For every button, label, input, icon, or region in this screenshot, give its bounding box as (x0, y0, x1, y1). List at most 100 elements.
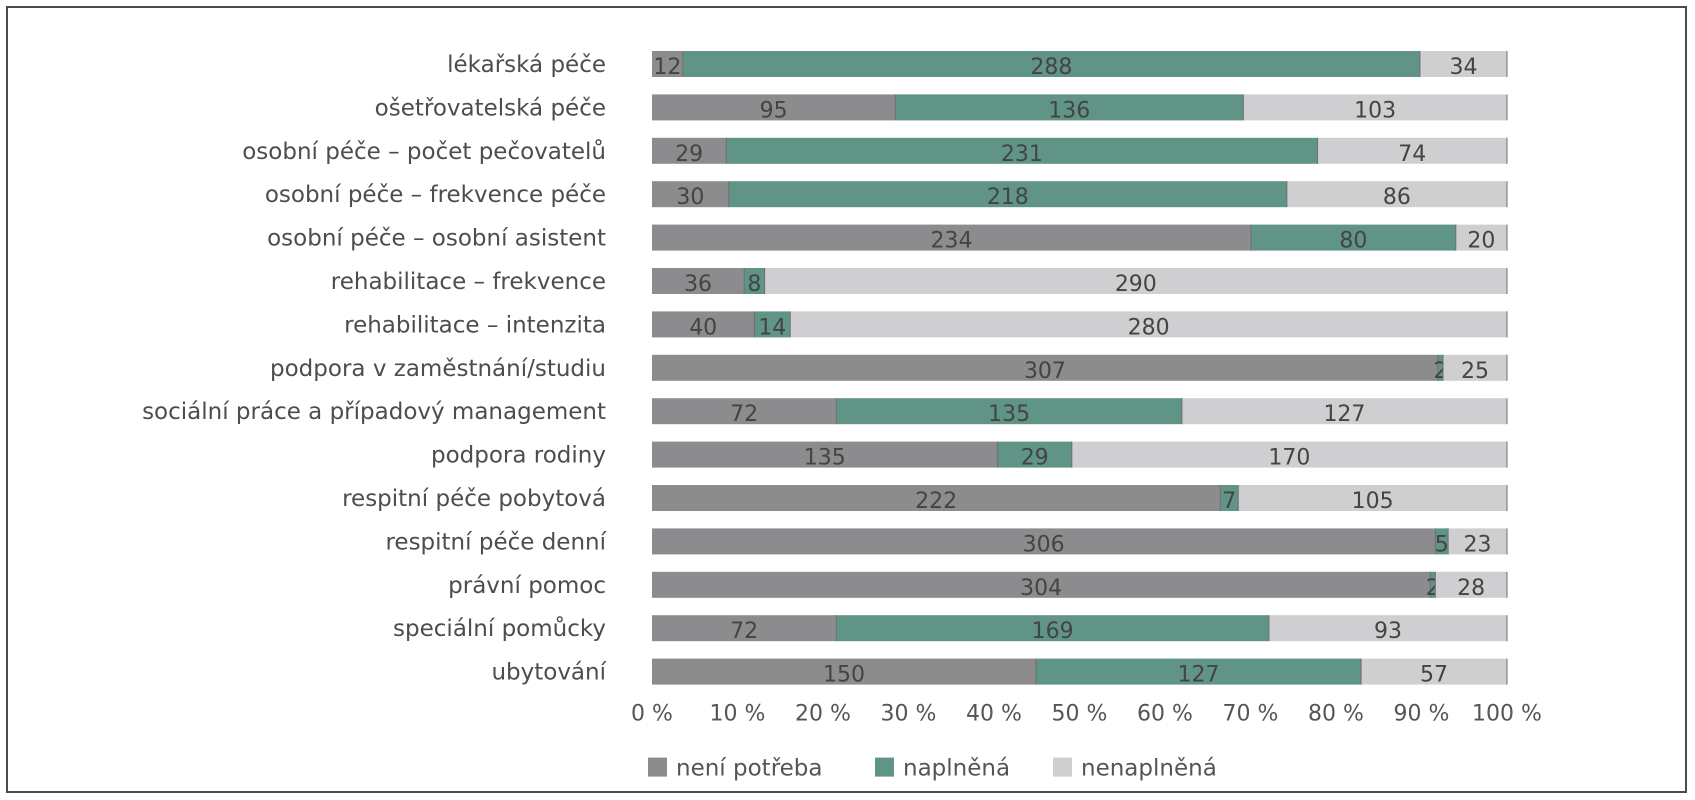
x-tick-label: 70 % (1223, 702, 1279, 727)
bar-segment-nenaplnena (1419, 51, 1507, 77)
data-label: 150 (823, 663, 865, 688)
x-tick-label: 90 % (1394, 702, 1450, 727)
bar-segment-naplnena (836, 398, 1182, 425)
bar-segment-neni-potreba (652, 51, 683, 77)
data-label: 288 (1030, 55, 1072, 80)
x-tick-label: 60 % (1137, 702, 1193, 727)
bar-segment-nenaplnena (1238, 485, 1507, 511)
category-label-osobni-pece-osobni-asistent: osobní péče – osobní asistent (267, 226, 606, 252)
data-label: 169 (1032, 619, 1074, 644)
data-label: 25 (1461, 359, 1489, 384)
data-label: 80 (1339, 229, 1367, 254)
data-label: 57 (1420, 663, 1448, 688)
bar-segment-naplnena (682, 51, 1420, 77)
bar-segment-neni-potreba (652, 485, 1221, 511)
x-tick-label: 0 % (631, 702, 673, 727)
category-label-pravni-pomoc: právní pomoc (448, 573, 606, 599)
bar-segment-naplnena (1251, 224, 1456, 251)
legend-label-neni-potreba: není potřeba (676, 756, 823, 782)
category-label-podpora-rodiny: podpora rodiny (431, 443, 606, 469)
data-label: 40 (689, 315, 717, 340)
x-tick-label: 30 % (881, 702, 937, 727)
data-label: 290 (1115, 272, 1157, 297)
data-label: 105 (1352, 489, 1394, 514)
bar-segment-neni-potreba (652, 528, 1436, 555)
data-label: 5 (1435, 532, 1449, 557)
x-tick-label: 20 % (795, 702, 851, 727)
bar-segment-naplnena (728, 181, 1287, 208)
bar-segment-neni-potreba (652, 224, 1252, 251)
bar-segment-neni-potreba (652, 268, 745, 294)
bar-segment-naplnena (1035, 658, 1362, 685)
x-axis-ticks: 0 % 10 % 20 % 30 % 40 % 50 % 60 % 70 % 80 % 90 % 1… (631, 702, 1542, 727)
data-label: 280 (1128, 315, 1170, 340)
bar-segment-neni-potreba (652, 658, 1036, 685)
legend-swatch-nenaplnena (1053, 757, 1072, 777)
data-label: 23 (1464, 532, 1492, 557)
data-label: 74 (1398, 142, 1426, 167)
bar-segment-naplnena (726, 137, 1318, 164)
data-label: 127 (1323, 402, 1365, 427)
data-label: 20 (1467, 229, 1495, 254)
bar-segment-neni-potreba (652, 94, 896, 121)
data-label: 103 (1354, 98, 1396, 123)
data-label: 93 (1374, 619, 1402, 644)
bar-segment-nenaplnena (1361, 658, 1507, 685)
data-label: 72 (730, 402, 758, 427)
legend: není potřeba naplněná nenaplněná (648, 756, 1217, 782)
legend-swatch-naplnena (875, 757, 894, 777)
data-label: 29 (1021, 446, 1049, 471)
category-label-ubytovani: ubytování (491, 660, 606, 686)
category-label-respitni-pece-pobytova: respitní péče pobytová (342, 486, 606, 512)
bar-segment-neni-potreba (652, 398, 837, 425)
data-label: 307 (1024, 359, 1066, 384)
category-labels: lékařská péče ošetřovatelská péče osobní p… (142, 52, 607, 686)
x-tick-label: 50 % (1052, 702, 1108, 727)
data-label: 7 (1222, 489, 1236, 514)
bar-segment-nenaplnena (1243, 94, 1507, 121)
x-tick-label: 100 % (1472, 702, 1542, 727)
data-label: 29 (675, 142, 703, 167)
category-label-osobni-pece-pocet-pecovatelu: osobní péče – počet pečovatelů (242, 138, 606, 165)
bars-layer: 12 288 34 95 136 103 29 231 74 30 218 86 234 80 20 36 8 2… (652, 51, 1508, 688)
data-label: 14 (758, 315, 786, 340)
category-label-osobni-pece-frekvence-pece: osobní péče – frekvence péče (265, 182, 606, 208)
bar-segment-nenaplnena (1448, 528, 1507, 555)
bar-segment-neni-potreba (652, 441, 998, 468)
bar-segment-neni-potreba (652, 181, 729, 208)
category-label-podpora-v-zamestnani-studiu: podpora v zaměstnání/studiu (270, 356, 606, 382)
bar-segment-nenaplnena (1071, 441, 1507, 468)
bar-segment-neni-potreba (652, 137, 727, 164)
data-label: 12 (653, 55, 681, 80)
data-label: 30 (676, 185, 704, 210)
data-label: 36 (684, 272, 712, 297)
bar-segment-nenaplnena (1455, 224, 1507, 251)
category-label-rehabilitace-frekvence: rehabilitace – frekvence (331, 269, 606, 295)
data-label: 86 (1383, 185, 1411, 210)
data-label: 135 (988, 402, 1030, 427)
x-tick-label: 40 % (966, 702, 1022, 727)
data-label: 72 (730, 619, 758, 644)
data-label: 234 (931, 229, 973, 254)
x-tick-label: 80 % (1308, 702, 1364, 727)
data-label: 170 (1268, 446, 1310, 471)
bar-segment-naplnena (836, 615, 1269, 642)
category-label-osetrovatelska-pece: ošetřovatelská péče (375, 95, 606, 121)
bar-segment-nenaplnena (1268, 615, 1507, 642)
data-label: 304 (1020, 576, 1062, 601)
data-label: 222 (915, 489, 957, 514)
bar-segment-nenaplnena (1181, 398, 1507, 425)
x-tick-label: 10 % (710, 702, 766, 727)
bar-segment-naplnena (1437, 354, 1444, 381)
bar-segment-naplnena (744, 268, 765, 294)
bar-segment-naplnena (895, 94, 1244, 121)
bar-segment-nenaplnena (1317, 137, 1507, 164)
bar-segment-naplnena (1220, 485, 1239, 511)
bar-segment-naplnena (1435, 528, 1449, 555)
legend-label-nenaplnena: nenaplněná (1081, 756, 1217, 782)
bar-segment-naplnena (997, 441, 1072, 468)
category-label-rehabilitace-intenzita: rehabilitace – intenzita (344, 312, 606, 338)
bar-segment-nenaplnena (764, 268, 1507, 294)
data-label: 218 (987, 185, 1029, 210)
